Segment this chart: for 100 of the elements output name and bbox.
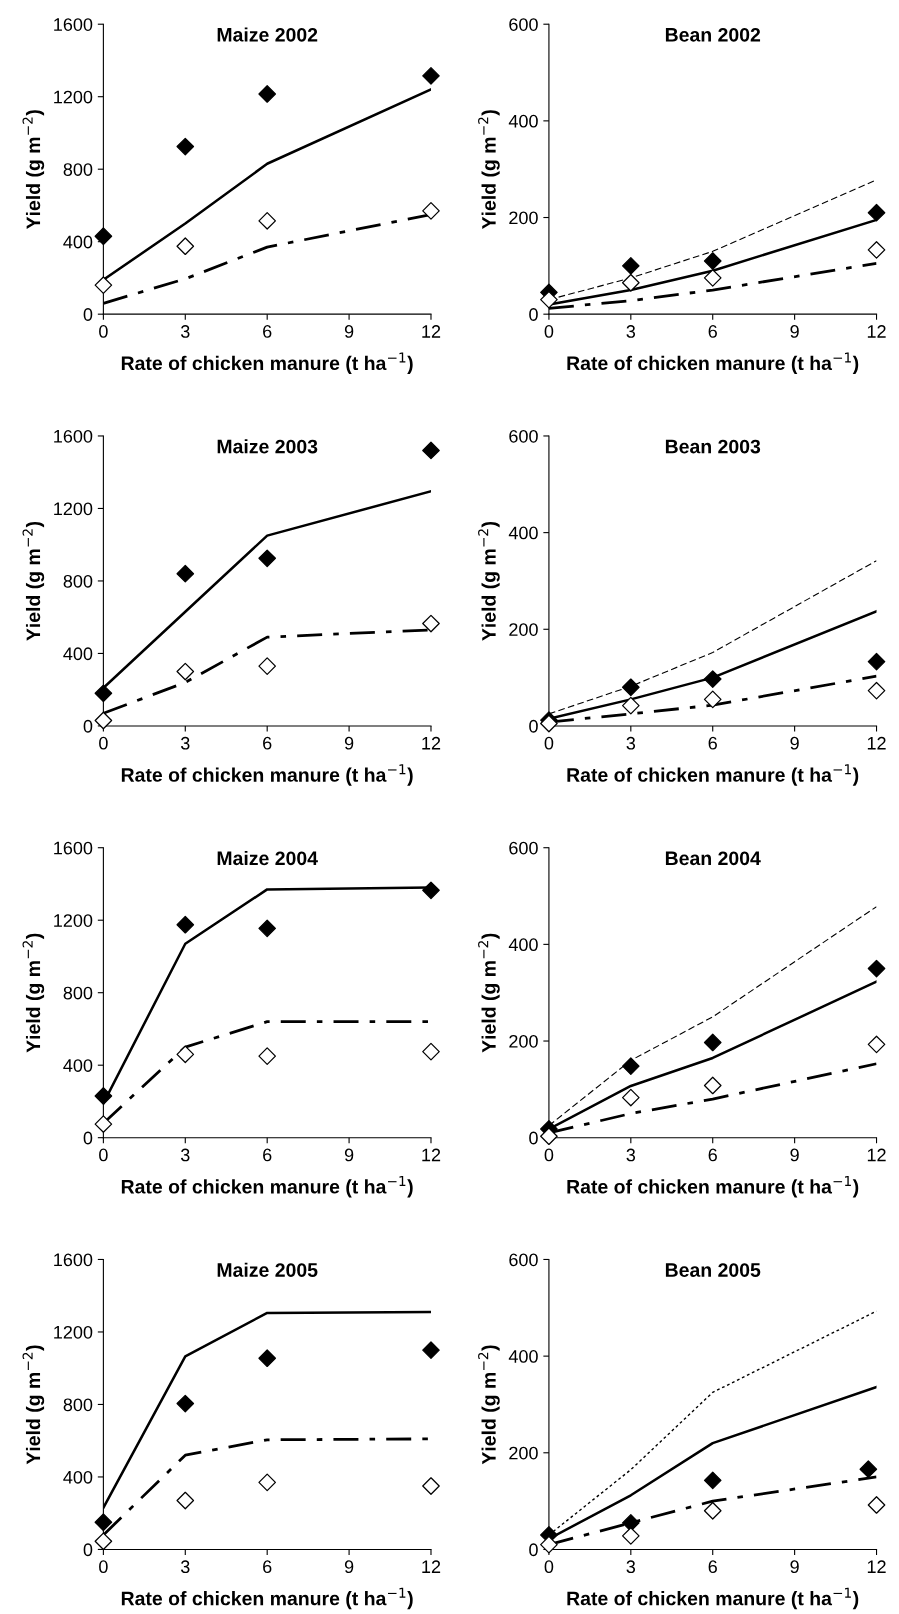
y-tick-label: 1200 [54, 1325, 93, 1339]
point [258, 85, 277, 103]
x-tick-label: 12 [422, 1148, 441, 1162]
point [176, 662, 195, 681]
x-axis-title: Rate of chicken manure (t ha$^{−1}$) [567, 764, 859, 786]
point [867, 241, 886, 259]
point [621, 1088, 640, 1107]
point [176, 237, 195, 256]
y-tick-label: 1200 [54, 90, 93, 104]
point [176, 137, 195, 156]
x-axis-title: Rate of chicken manure (t ha$^{−1}$) [121, 764, 413, 786]
x-tick-label: 0 [544, 736, 554, 750]
point [621, 1057, 640, 1076]
y-tick-label: 400 [508, 526, 538, 540]
y-tick-label: 400 [63, 1059, 93, 1072]
point [258, 549, 277, 568]
point [621, 1527, 640, 1545]
y-tick-label: 400 [508, 938, 538, 952]
point [621, 273, 640, 292]
y-tick-label: 600 [509, 18, 538, 31]
x-tick-label: 3 [626, 1148, 636, 1162]
x-tick-label: 6 [708, 1148, 717, 1162]
point [540, 1535, 558, 1554]
point [176, 564, 195, 583]
point [422, 67, 440, 85]
point [621, 257, 640, 275]
y-axis-title: Yield (g m$^{−2}$) [22, 933, 45, 1053]
point [176, 1491, 195, 1510]
point [94, 1087, 113, 1105]
x-tick-label: 12 [867, 1148, 886, 1162]
x-axis-title: Rate of chicken manure (t ha$^{−1}$) [567, 1176, 859, 1198]
point [703, 1076, 722, 1095]
x-tick-label: 9 [344, 1560, 354, 1574]
x-axis-title: Rate of chicken manure (t ha$^{−1}$) [567, 1587, 859, 1610]
point [621, 696, 640, 715]
x-tick-label: 12 [867, 736, 886, 750]
point [258, 1473, 277, 1492]
point [176, 1045, 195, 1064]
x-tick-label: 9 [344, 325, 354, 338]
point [540, 290, 558, 309]
point [422, 1042, 440, 1061]
y-tick-label: 1200 [54, 914, 93, 927]
y-axis-title: Yield (g m$^{−2}$) [22, 1345, 45, 1465]
y-tick-label: 1600 [54, 1253, 93, 1267]
x-axis-title: Rate of chicken manure (t ha$^{−1}$) [121, 1176, 413, 1198]
y-tick-label: 600 [509, 841, 538, 855]
point [422, 614, 440, 633]
y-tick-label: 800 [63, 986, 93, 1000]
point [867, 652, 886, 671]
y-tick-label: 0 [83, 719, 93, 733]
y-tick-label: 1600 [54, 429, 93, 443]
point [94, 1513, 113, 1532]
point [540, 714, 558, 733]
y-tick-label: 200 [509, 623, 538, 636]
point [422, 881, 440, 900]
x-tick-label: 3 [626, 1560, 636, 1574]
y-tick-label: 600 [509, 1253, 538, 1267]
x-tick-label: 0 [99, 325, 108, 338]
y-tick-label: 400 [508, 114, 538, 128]
y-tick-label: 400 [63, 1470, 93, 1484]
y-tick-label: 0 [83, 1131, 93, 1145]
x-tick-label: 9 [790, 1560, 799, 1574]
point [703, 269, 722, 287]
y-tick-label: 800 [63, 574, 93, 588]
y-tick-label: 1600 [54, 18, 93, 31]
point [422, 1477, 440, 1495]
point [94, 1115, 113, 1133]
chart-title: Bean 2005 [665, 1263, 761, 1277]
x-tick-label: 12 [867, 325, 886, 338]
point [176, 1394, 195, 1413]
y-axis-title: Yield (g m$^{−2}$) [22, 110, 45, 230]
chart-title: Maize 2004 [217, 850, 318, 866]
x-tick-label: 3 [180, 325, 190, 338]
point [867, 1496, 886, 1514]
x-tick-label: 3 [180, 1148, 190, 1162]
point [867, 681, 886, 700]
y-tick-label: 1600 [54, 841, 93, 855]
x-tick-label: 6 [708, 325, 717, 338]
chart-title: Bean 2002 [665, 27, 761, 42]
point [258, 212, 277, 230]
x-tick-label: 9 [790, 736, 799, 750]
y-axis-title: Yield (g m$^{−2}$) [22, 521, 45, 641]
point [422, 1341, 440, 1359]
x-tick-label: 9 [344, 1148, 354, 1162]
point [703, 1471, 722, 1490]
point [258, 1047, 277, 1065]
x-tick-label: 6 [263, 736, 272, 750]
chart-title: Bean 2004 [665, 851, 761, 866]
x-axis-title: Rate of chicken manure (t ha$^{−1}$) [567, 352, 859, 374]
x-tick-label: 12 [422, 325, 441, 338]
y-tick-label: 0 [83, 308, 93, 321]
y-axis-title: Yield (g m$^{−2}$) [478, 1345, 500, 1465]
y-tick-label: 1200 [54, 502, 93, 516]
point [258, 657, 277, 675]
point [540, 1127, 558, 1146]
x-tick-label: 6 [708, 1560, 717, 1574]
x-tick-label: 6 [708, 736, 717, 750]
x-tick-label: 0 [99, 1560, 108, 1574]
y-tick-label: 0 [83, 1543, 93, 1557]
x-axis-title: Rate of chicken manure (t ha$^{−1}$) [121, 1587, 413, 1610]
